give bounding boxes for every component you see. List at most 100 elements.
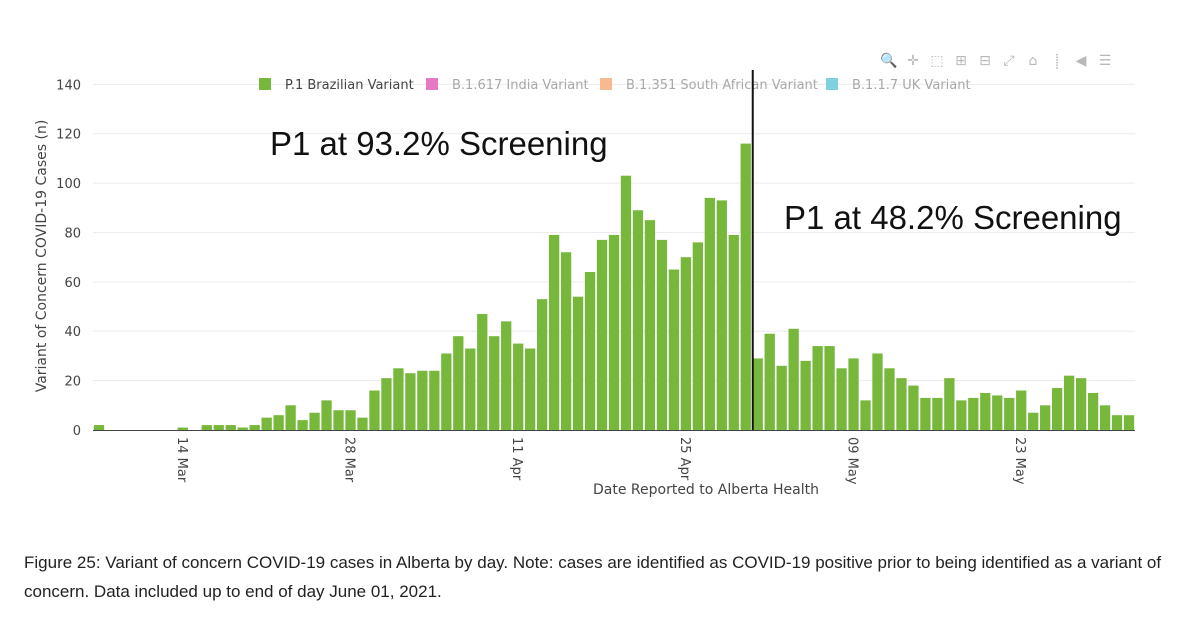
bar[interactable] [680, 257, 692, 430]
y-axis-ticks: 0 20 40 60 80 100 120 140 [56, 78, 81, 439]
bar[interactable] [477, 313, 488, 430]
y-tick-label: 100 [56, 177, 81, 192]
bar[interactable] [1028, 412, 1039, 430]
bar[interactable] [1004, 397, 1015, 430]
bar[interactable] [740, 143, 751, 430]
bar[interactable] [692, 242, 703, 430]
bar[interactable] [525, 348, 536, 430]
hover-closest-icon[interactable]: ◀ [1075, 53, 1087, 69]
bar[interactable] [788, 328, 799, 430]
bar[interactable] [1016, 390, 1027, 430]
bar[interactable] [884, 368, 895, 430]
bar[interactable] [956, 400, 967, 430]
legend-item[interactable]: B.1.351 South African Variant [600, 78, 818, 93]
bar[interactable] [405, 373, 416, 430]
zoom-icon[interactable]: 🔍 [880, 53, 898, 69]
bar[interactable] [501, 321, 512, 430]
bar[interactable] [896, 378, 907, 430]
bar[interactable] [920, 397, 931, 430]
bar[interactable] [225, 425, 236, 430]
bar[interactable] [764, 333, 775, 430]
zoom-in-icon[interactable]: ⊞ [955, 53, 967, 69]
bar[interactable] [1123, 415, 1135, 430]
bar[interactable] [848, 358, 859, 430]
bar[interactable] [261, 417, 272, 430]
autoscale-icon[interactable]: ⤢ [1003, 53, 1015, 69]
bar[interactable] [1040, 405, 1051, 430]
bar[interactable] [560, 252, 572, 430]
bar[interactable] [177, 427, 188, 430]
bar[interactable] [716, 200, 727, 430]
bar[interactable] [417, 370, 428, 430]
bar[interactable] [824, 346, 835, 430]
bar[interactable] [656, 239, 668, 430]
pan-icon[interactable]: ✛ [907, 53, 919, 69]
bar[interactable] [596, 239, 608, 430]
bar[interactable] [992, 395, 1003, 430]
bar[interactable] [357, 417, 368, 430]
bar[interactable] [944, 378, 955, 430]
bar[interactable] [932, 397, 943, 430]
bar[interactable] [812, 346, 823, 430]
bar[interactable] [800, 360, 811, 430]
legend-swatch [600, 78, 612, 90]
zoom-out-icon[interactable]: ⊟ [979, 53, 991, 69]
bar[interactable] [1099, 405, 1111, 430]
legend-item[interactable]: B.1.617 India Variant [426, 78, 589, 93]
y-axis-label: Variant of Concern COVID-19 Cases (n) [34, 120, 50, 393]
y-tick-label: 140 [56, 78, 81, 93]
bar[interactable] [860, 400, 871, 430]
bar[interactable] [1111, 415, 1123, 430]
bar[interactable] [968, 397, 979, 430]
bar[interactable] [1087, 392, 1099, 430]
bar[interactable] [548, 234, 560, 430]
bar[interactable] [608, 234, 620, 430]
bar[interactable] [393, 368, 404, 430]
bar[interactable] [297, 420, 308, 430]
bar[interactable] [980, 392, 991, 430]
bar[interactable] [429, 370, 440, 430]
bar[interactable] [644, 220, 656, 430]
bar[interactable] [1051, 388, 1063, 430]
bar[interactable] [213, 425, 224, 430]
bar[interactable] [381, 378, 392, 430]
bar[interactable] [345, 410, 356, 430]
bar[interactable] [321, 400, 332, 430]
bar[interactable] [584, 271, 596, 430]
bar[interactable] [776, 365, 787, 430]
bar[interactable] [285, 405, 296, 430]
bar[interactable] [201, 425, 212, 430]
bar[interactable] [908, 385, 919, 430]
bar[interactable] [572, 296, 584, 430]
bar[interactable] [249, 425, 260, 430]
bar[interactable] [1063, 375, 1075, 430]
x-tick-label: 23 May [1012, 437, 1027, 485]
bar[interactable] [237, 427, 248, 430]
bar[interactable] [309, 412, 320, 430]
bar[interactable] [93, 425, 105, 430]
bar[interactable] [513, 343, 524, 430]
spike-lines-icon[interactable]: ⸽ [1055, 53, 1059, 70]
bar[interactable] [728, 234, 739, 430]
hover-compare-icon[interactable]: ☰ [1098, 53, 1112, 69]
bar[interactable] [704, 197, 715, 430]
bar[interactable] [836, 368, 847, 430]
reset-axes-icon[interactable]: ⌂ [1028, 53, 1038, 69]
bar[interactable] [273, 415, 284, 430]
bar[interactable] [489, 336, 500, 430]
bar[interactable] [668, 269, 680, 430]
bar[interactable] [632, 210, 644, 430]
bar[interactable] [333, 410, 344, 430]
bar[interactable] [453, 336, 464, 430]
bar[interactable] [620, 175, 632, 430]
bar[interactable] [536, 299, 548, 430]
bar[interactable] [441, 353, 452, 430]
bar[interactable] [465, 348, 476, 430]
bar[interactable] [369, 390, 380, 430]
box-select-icon[interactable]: ⬚ [930, 53, 944, 69]
bar[interactable] [1075, 378, 1087, 430]
bar[interactable] [872, 353, 883, 430]
legend-item[interactable]: P.1 Brazilian Variant [259, 78, 414, 93]
bar[interactable] [752, 358, 763, 430]
legend-item[interactable]: B.1.1.7 UK Variant [826, 78, 971, 93]
